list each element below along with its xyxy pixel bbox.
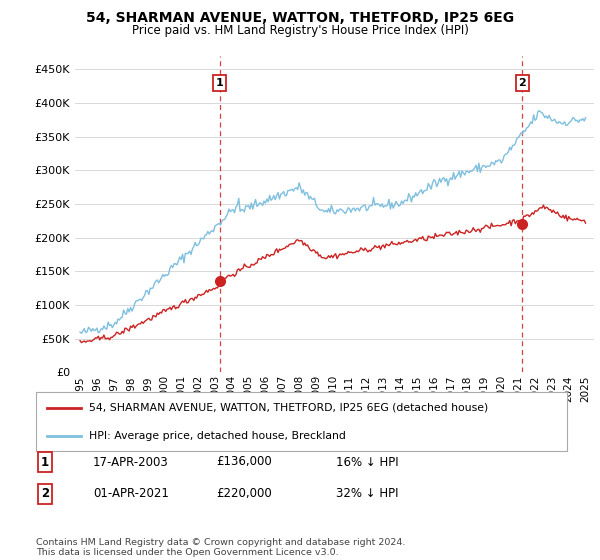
Text: 17-APR-2003: 17-APR-2003 bbox=[93, 455, 169, 469]
Text: Contains HM Land Registry data © Crown copyright and database right 2024.
This d: Contains HM Land Registry data © Crown c… bbox=[36, 538, 406, 557]
Text: 1: 1 bbox=[216, 78, 224, 88]
Text: Price paid vs. HM Land Registry's House Price Index (HPI): Price paid vs. HM Land Registry's House … bbox=[131, 24, 469, 36]
Text: 01-APR-2021: 01-APR-2021 bbox=[93, 487, 169, 501]
Text: 54, SHARMAN AVENUE, WATTON, THETFORD, IP25 6EG: 54, SHARMAN AVENUE, WATTON, THETFORD, IP… bbox=[86, 11, 514, 25]
Text: 2: 2 bbox=[518, 78, 526, 88]
Text: 16% ↓ HPI: 16% ↓ HPI bbox=[336, 455, 398, 469]
Text: £136,000: £136,000 bbox=[216, 455, 272, 469]
Text: £220,000: £220,000 bbox=[216, 487, 272, 501]
Text: 54, SHARMAN AVENUE, WATTON, THETFORD, IP25 6EG (detached house): 54, SHARMAN AVENUE, WATTON, THETFORD, IP… bbox=[89, 403, 488, 413]
Text: 2: 2 bbox=[41, 487, 49, 501]
Text: HPI: Average price, detached house, Breckland: HPI: Average price, detached house, Brec… bbox=[89, 431, 346, 441]
Text: 1: 1 bbox=[41, 455, 49, 469]
Text: 32% ↓ HPI: 32% ↓ HPI bbox=[336, 487, 398, 501]
